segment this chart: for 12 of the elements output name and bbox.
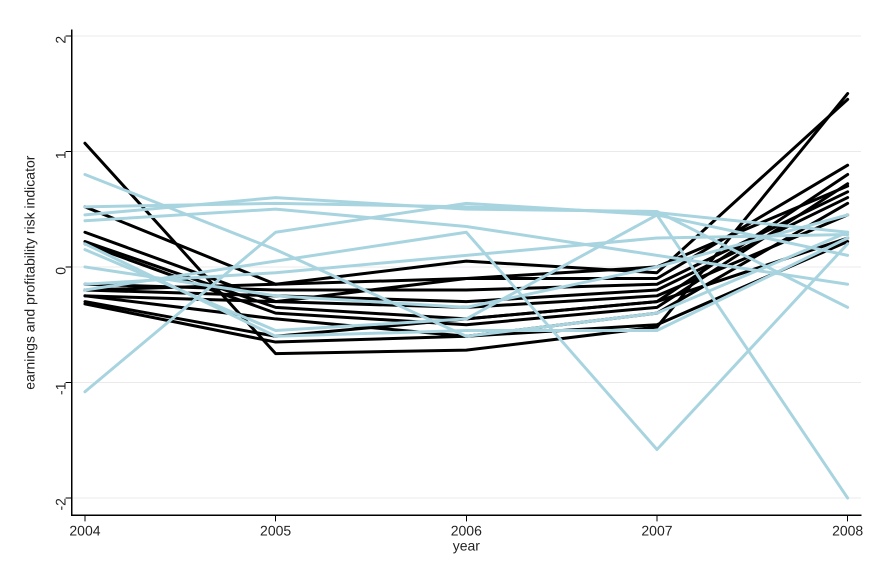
y-tick-label: 1 [52, 151, 68, 160]
y-tick-label: -2 [52, 498, 68, 511]
x-axis-title: year [452, 537, 480, 554]
y-tick-label: 0 [52, 266, 68, 275]
y-tick-label: -1 [52, 382, 68, 395]
y-axis-title: earnings and profitability risk indicator [21, 155, 38, 390]
x-tick-label: 2005 [260, 522, 292, 539]
x-tick-label: 2004 [69, 522, 101, 539]
y-tick-label: 2 [52, 36, 68, 44]
x-tick-label: 2006 [450, 522, 482, 539]
x-tick-label: 2007 [641, 522, 673, 539]
x-tick-label: 2008 [832, 522, 864, 539]
